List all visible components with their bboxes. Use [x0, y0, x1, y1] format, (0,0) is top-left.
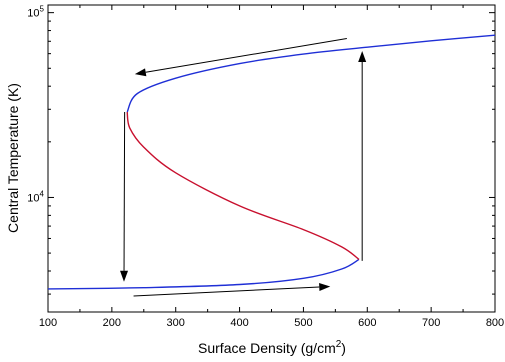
cycle-arrow-shaft	[123, 112, 126, 271]
x-tick-label: 400	[230, 317, 248, 329]
x-tick-label: 800	[486, 317, 504, 329]
y-tick-label: 105	[27, 5, 44, 20]
series-line-middle-unstable	[126, 111, 360, 260]
cycle-arrow-head	[120, 270, 129, 282]
y-tick-label: 104	[27, 189, 44, 204]
x-tick-label: 200	[103, 317, 121, 329]
series-layer	[47, 34, 496, 290]
cycle-arrow-shaft	[133, 286, 320, 297]
x-tick-label: 600	[358, 317, 376, 329]
y-axis: 104 105	[27, 5, 495, 295]
cycle-arrow-head	[134, 68, 147, 77]
arrow-layer	[120, 37, 367, 297]
x-tick-label: 500	[294, 317, 312, 329]
x-axis: 100 200 300 400 500 600 700 800	[39, 5, 504, 329]
series-line-upper-stable	[126, 34, 496, 113]
cycle-arrow-head	[358, 51, 367, 63]
x-tick-label: 700	[422, 317, 440, 329]
x-tick-label: 100	[39, 317, 57, 329]
x-tick-label: 300	[167, 317, 185, 329]
cycle-arrow-shaft	[145, 37, 347, 73]
y-axis-label: Central Temperature (K)	[5, 83, 21, 233]
cycle-arrow-head	[319, 282, 331, 291]
x-axis-label: Surface Density (g/cm2)	[198, 339, 346, 356]
series-line-lower-stable	[47, 258, 360, 290]
